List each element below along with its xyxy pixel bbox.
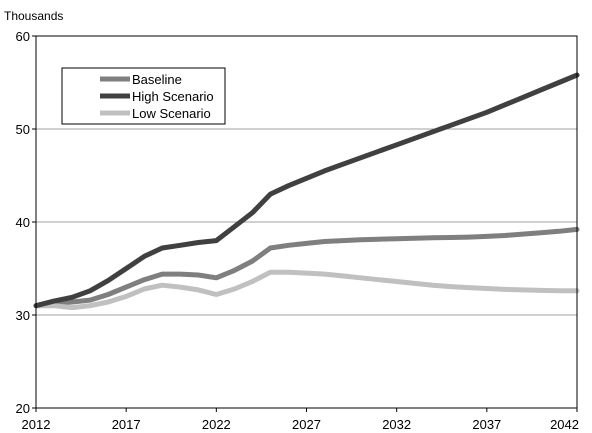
legend-label: Baseline	[132, 72, 182, 87]
x-tick-label: 2012	[22, 417, 51, 432]
series-line-low-scenario	[33, 269, 580, 311]
y-axis-ticks: 20 30 40 50 60	[16, 29, 36, 416]
x-tick-label: 2027	[292, 417, 321, 432]
series-line-high-scenario	[33, 72, 580, 309]
legend-box	[61, 67, 226, 125]
legend: Baseline High Scenario Low Scenario	[61, 67, 226, 125]
y-tick-label: 20	[16, 401, 30, 416]
x-tick-label: 2032	[382, 417, 411, 432]
y-tick-label: 50	[16, 122, 30, 137]
legend-label: High Scenario	[132, 89, 214, 104]
x-tick-label: 2037	[472, 417, 501, 432]
legend-label: Low Scenario	[132, 106, 211, 121]
y-tick-label: 30	[16, 308, 30, 323]
y-tick-label: 40	[16, 215, 30, 230]
x-tick-label: 2042	[550, 417, 579, 432]
x-axis-ticks: 2012 2017 2022 2027 2032 2037 2042	[22, 408, 579, 432]
y-unit-label: Thousands	[4, 9, 63, 23]
x-tick-label: 2022	[202, 417, 231, 432]
series-lines	[33, 72, 580, 311]
x-tick-label: 2017	[112, 417, 141, 432]
series-line-baseline	[33, 226, 580, 309]
y-tick-label: 60	[16, 29, 30, 44]
gridlines	[36, 128, 577, 316]
